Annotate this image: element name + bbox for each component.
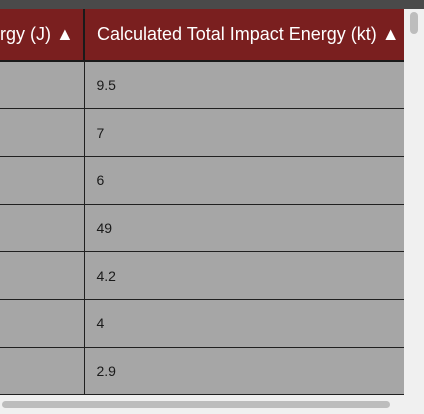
header-row: rgy (J) ▲ Calculated Total Impact Energy…	[0, 9, 404, 62]
cell-energy-j	[0, 204, 85, 253]
vertical-scrollbar-thumb[interactable]	[410, 12, 418, 34]
table-row: 4.2	[0, 251, 404, 300]
cell-energy-j	[0, 61, 85, 110]
column-header-total-impact-energy-kt[interactable]: Calculated Total Impact Energy (kt) ▲	[84, 9, 404, 62]
cell-energy-j	[0, 251, 85, 300]
cell-energy-j	[0, 108, 85, 157]
impact-energy-table: rgy (J) ▲ Calculated Total Impact Energy…	[0, 9, 404, 395]
table-row: 49	[0, 204, 404, 253]
scrollbar-corner	[404, 395, 424, 414]
cell-total-impact-energy-kt: 4	[84, 299, 404, 348]
table-viewport: rgy (J) ▲ Calculated Total Impact Energy…	[0, 9, 404, 395]
table-header: rgy (J) ▲ Calculated Total Impact Energy…	[0, 9, 404, 62]
column-header-label: rgy (J) ▲	[0, 24, 74, 44]
column-header-energy-j[interactable]: rgy (J) ▲	[0, 9, 85, 62]
cell-energy-j	[0, 299, 85, 348]
cell-total-impact-energy-kt: 49	[84, 204, 404, 253]
table-row: 2.9	[0, 347, 404, 395]
cell-total-impact-energy-kt: 4.2	[84, 251, 404, 300]
vertical-scrollbar[interactable]	[404, 9, 424, 395]
horizontal-scrollbar-thumb[interactable]	[2, 401, 390, 408]
cell-total-impact-energy-kt: 2.9	[84, 347, 404, 395]
cell-energy-j	[0, 156, 85, 205]
table-row: 9.5	[0, 61, 404, 110]
window-top-strip	[0, 0, 424, 9]
table-body: 9.5 7 6 49 4.2 4 2.9	[0, 61, 404, 395]
cell-total-impact-energy-kt: 6	[84, 156, 404, 205]
column-header-label: Calculated Total Impact Energy (kt) ▲	[97, 24, 400, 44]
table-row: 7	[0, 108, 404, 157]
table-row: 4	[0, 299, 404, 348]
cell-total-impact-energy-kt: 7	[84, 108, 404, 157]
horizontal-scrollbar[interactable]	[0, 395, 404, 414]
cell-total-impact-energy-kt: 9.5	[84, 61, 404, 110]
table-row: 6	[0, 156, 404, 205]
cell-energy-j	[0, 347, 85, 395]
